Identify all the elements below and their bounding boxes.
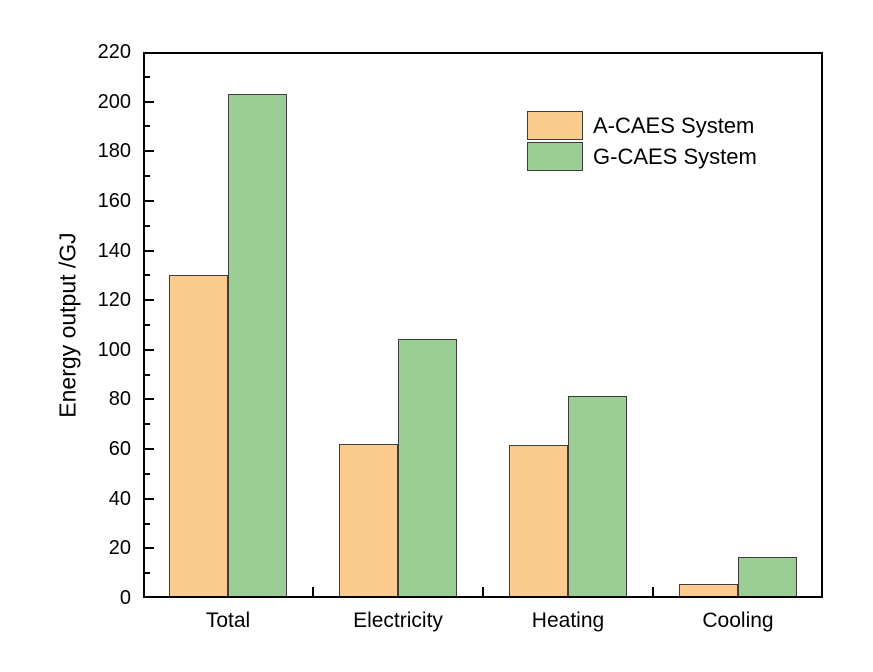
x-category-label-cooling: Cooling: [702, 609, 774, 632]
x-tick: [482, 587, 484, 596]
x-category-label-electricity: Electricity: [353, 609, 443, 632]
y-minor-tick: [145, 472, 150, 475]
x-category-label-heating: Heating: [531, 609, 605, 632]
y-major-tick: [145, 299, 154, 302]
y-major-tick: [145, 448, 154, 451]
bar-a-caes-system-total: [169, 275, 228, 598]
y-tick-label: 120: [97, 289, 131, 312]
y-minor-tick: [145, 175, 150, 178]
y-tick-label: 0: [119, 587, 131, 609]
legend-swatch-gcaes: [527, 142, 583, 171]
bar-g-caes-system-total: [228, 94, 287, 598]
bar-a-caes-system-cooling: [679, 584, 738, 598]
y-tick-label: 80: [108, 388, 131, 411]
y-minor-tick: [145, 75, 150, 78]
x-category-label-total: Total: [205, 609, 251, 632]
y-tick-label: 180: [97, 140, 131, 163]
y-minor-tick: [145, 373, 150, 376]
y-tick-label: 60: [108, 438, 131, 461]
y-minor-tick: [145, 522, 150, 525]
bar-g-caes-system-electricity: [398, 338, 457, 598]
y-tick-label: 100: [97, 338, 131, 361]
bar-a-caes-system-heating: [509, 445, 568, 598]
bar-g-caes-system-heating: [568, 395, 627, 598]
y-tick-label: 200: [97, 90, 131, 113]
y-minor-tick: [145, 324, 150, 326]
y-major-tick: [145, 398, 154, 401]
legend-swatch-acaes: [527, 111, 583, 140]
legend: A-CAES System G-CAES System: [527, 111, 757, 171]
legend-label-gcaes: G-CAES System: [593, 144, 757, 169]
legend-item-gcaes: G-CAES System: [527, 142, 757, 171]
y-major-tick: [145, 199, 154, 202]
legend-item-acaes: A-CAES System: [527, 111, 757, 140]
y-minor-tick: [145, 125, 150, 128]
plot-area: 0 20 40 60 80 100 120 140 160 180 200 220 Total Elect…: [98, 41, 823, 632]
y-tick-label: 160: [97, 189, 131, 212]
y-tick-label: 20: [108, 537, 131, 560]
y-tick-label: 220: [97, 41, 131, 63]
legend-label-acaes: A-CAES System: [593, 113, 755, 138]
y-minor-tick: [145, 224, 150, 227]
bar-g-caes-system-cooling: [738, 557, 797, 598]
y-tick-label: 40: [108, 487, 131, 510]
bar-a-caes-system-electricity: [339, 444, 398, 598]
y-major-tick: [145, 547, 154, 550]
y-major-tick: [145, 249, 154, 252]
y-minor-tick: [145, 572, 150, 575]
y-minor-tick: [145, 423, 150, 426]
y-major-tick: [145, 100, 154, 103]
x-tick: [312, 587, 314, 596]
x-tick: [652, 587, 654, 596]
y-major-tick: [145, 150, 154, 153]
y-major-tick: [145, 497, 154, 500]
y-minor-tick: [145, 274, 150, 277]
y-major-tick: [145, 348, 154, 351]
y-tick-label: 140: [97, 239, 131, 262]
